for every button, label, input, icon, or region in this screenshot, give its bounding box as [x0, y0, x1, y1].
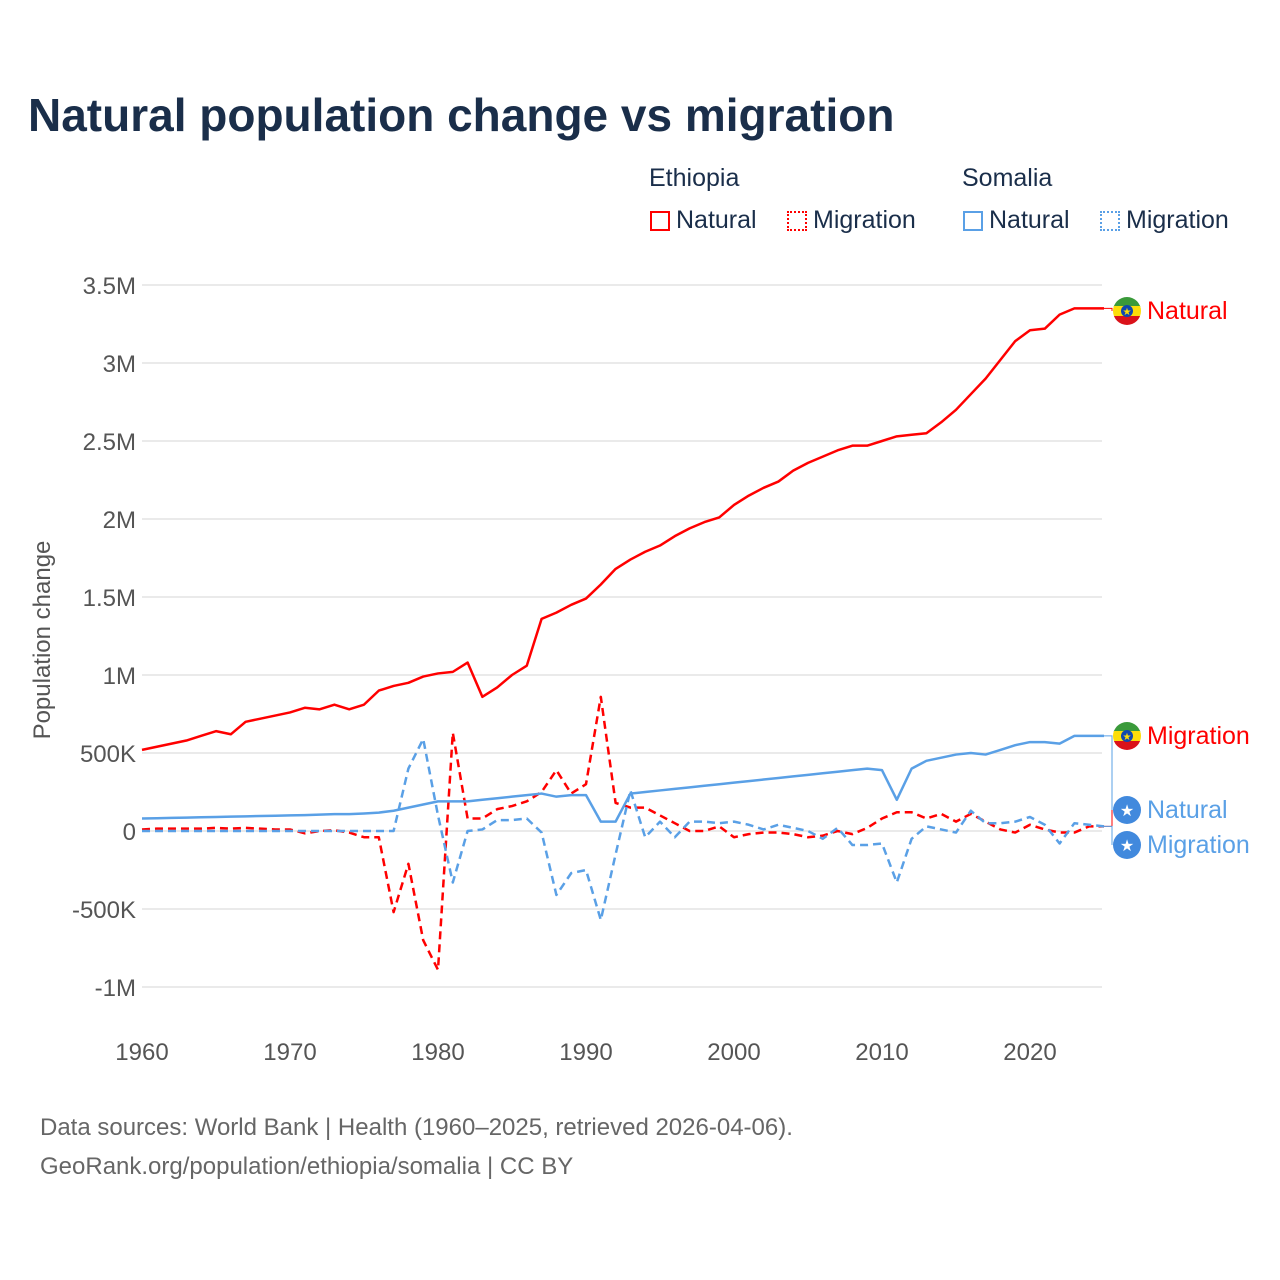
- series-line-somalia-natural: [141, 734, 1104, 823]
- end-label-somalia-natural: Natural: [1147, 796, 1228, 824]
- legend-swatch-dotted-blue: [1100, 210, 1120, 231]
- y-tick-label: 2M: [103, 507, 136, 534]
- star-icon: ★: [1123, 307, 1132, 318]
- x-tick-label: 2010: [855, 1039, 908, 1066]
- legend-ethiopia-migration[interactable]: Migration: [787, 206, 916, 235]
- y-tick-label: 1.5M: [83, 585, 136, 612]
- source-note: Data sources: World Bank | Health (1960–…: [40, 1108, 793, 1186]
- ethiopia-flag-stripe: [1113, 297, 1141, 307]
- legend-swatch-solid-blue: [963, 210, 983, 231]
- end-label-ethiopia-natural: Natural: [1147, 297, 1228, 325]
- legend-somalia-migration[interactable]: Migration: [1100, 206, 1229, 235]
- y-tick-label: 2.5M: [83, 429, 136, 456]
- legend-swatch-dotted-red: [787, 210, 807, 231]
- source-link[interactable]: GeoRank.org/population/ethiopia/somalia …: [40, 1153, 574, 1180]
- star-icon: ★: [1123, 732, 1132, 743]
- y-tick-label: 3M: [103, 351, 136, 378]
- end-label-ethiopia-migration: Migration: [1147, 722, 1250, 750]
- x-tick-label: 1960: [115, 1039, 168, 1066]
- legend-label: Natural: [676, 206, 757, 234]
- label-connector: [1104, 825, 1113, 845]
- label-connector: [1104, 307, 1113, 311]
- label-connector: [1104, 735, 1113, 810]
- legend-group-ethiopia: Ethiopia: [649, 164, 740, 192]
- x-tick-label: 1970: [263, 1039, 316, 1066]
- x-tick-label: 2020: [1003, 1039, 1056, 1066]
- y-axis-label: Population change: [29, 541, 56, 740]
- x-tick-label: 1980: [411, 1039, 464, 1066]
- chart-title: Natural population change vs migration: [28, 89, 895, 141]
- label-connector: [1104, 736, 1113, 827]
- legend-somalia-natural[interactable]: Natural: [963, 206, 1070, 235]
- star-icon: ★: [1120, 838, 1134, 855]
- legend-label: Migration: [813, 206, 916, 234]
- legend-ethiopia-natural[interactable]: Natural: [650, 206, 757, 235]
- ethiopia-flag-stripe: [1113, 316, 1141, 325]
- star-icon: ★: [1120, 803, 1134, 820]
- ethiopia-flag-emblem-icon: [1121, 305, 1133, 317]
- somalia-flag-icon: [1113, 796, 1141, 824]
- y-tick-label: -500K: [72, 897, 136, 924]
- x-tick-label: 1990: [559, 1039, 612, 1066]
- legend-label: Natural: [989, 206, 1070, 234]
- legend-group-somalia: Somalia: [962, 164, 1053, 192]
- x-tick-label: 2000: [707, 1039, 760, 1066]
- y-tick-label: 1M: [103, 663, 136, 690]
- source-line: Data sources: World Bank | Health (1960–…: [40, 1114, 793, 1141]
- legend-label: Migration: [1126, 206, 1229, 234]
- y-tick-label: 0: [123, 819, 136, 846]
- y-tick-label: 500K: [80, 741, 136, 768]
- y-tick-label: -1M: [95, 975, 136, 1002]
- somalia-flag-icon: [1113, 831, 1141, 859]
- ethiopia-flag-stripe: [1113, 722, 1141, 732]
- series-line-ethiopia-natural: [141, 307, 1104, 752]
- legend-swatch-solid-red: [650, 210, 670, 231]
- y-tick-label: 3.5M: [83, 273, 136, 300]
- series-line-ethiopia-migration: [141, 695, 1104, 972]
- end-label-somalia-migration: Migration: [1147, 831, 1250, 859]
- ethiopia-flag-emblem-icon: [1121, 730, 1133, 742]
- series-line-somalia-migration: [142, 737, 1105, 922]
- ethiopia-flag-stripe: [1113, 741, 1141, 750]
